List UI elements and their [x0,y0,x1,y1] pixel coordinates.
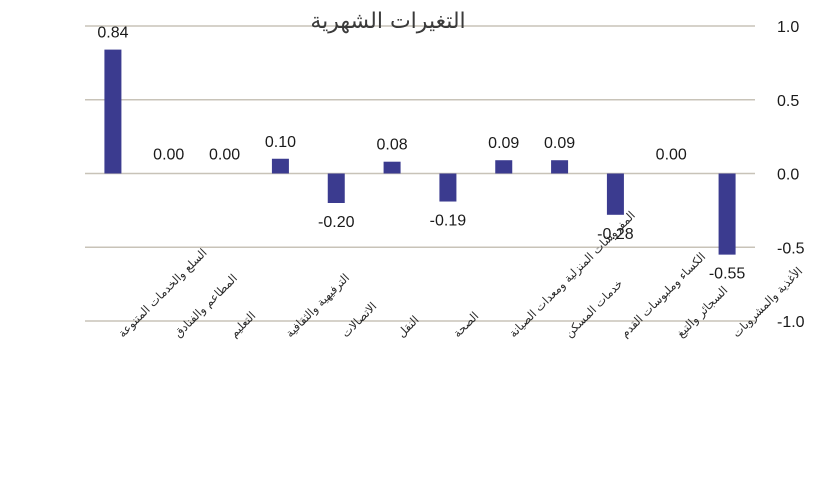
bar [606,173,624,215]
bar [327,173,345,203]
bar [718,173,736,255]
data-label: -0.19 [430,213,467,230]
y-axis-ticks: 1.0 0.5 0.0 -0.5 -1.0 [777,19,805,331]
category-label: الصحة [450,309,481,340]
bar [495,160,513,174]
bar [383,161,401,174]
category-label: التعليم [227,309,259,341]
y-tick-label: 0.0 [777,167,799,184]
data-label: -0.20 [318,214,355,231]
y-tick-label: 0.5 [777,93,799,110]
data-label: 0.09 [544,135,575,152]
data-labels: 0.84 0.00 0.00 0.10 -0.20 0.08 -0.19 0.09 0.09 -0… [97,25,745,283]
y-tick-label: -0.5 [777,240,805,257]
gridlines [85,25,755,322]
data-label: 0.09 [488,135,519,152]
data-label: 0.00 [153,147,184,164]
category-label: السجائر والتبغ [673,283,731,341]
category-label: الاتصالات [338,299,379,340]
bar [104,49,122,174]
data-label: 0.84 [97,25,128,42]
category-label: خدمات المسكن [562,276,626,340]
bars [104,49,736,255]
data-label: -0.55 [709,266,746,283]
y-tick-label: -1.0 [777,314,805,331]
data-label: 0.10 [265,134,296,151]
data-label: 0.08 [377,137,408,154]
category-label: السلع والخدمات المتنوعة [115,246,210,341]
category-label: النقل [394,313,421,340]
y-tick-label: 1.0 [777,19,799,36]
bar [439,173,457,202]
data-label: -0.28 [597,226,634,243]
chart-title: التغيرات الشهرية [310,9,465,34]
data-label: 0.00 [656,147,687,164]
bar [271,158,289,174]
data-label: 0.00 [209,147,240,164]
bar [551,160,569,174]
